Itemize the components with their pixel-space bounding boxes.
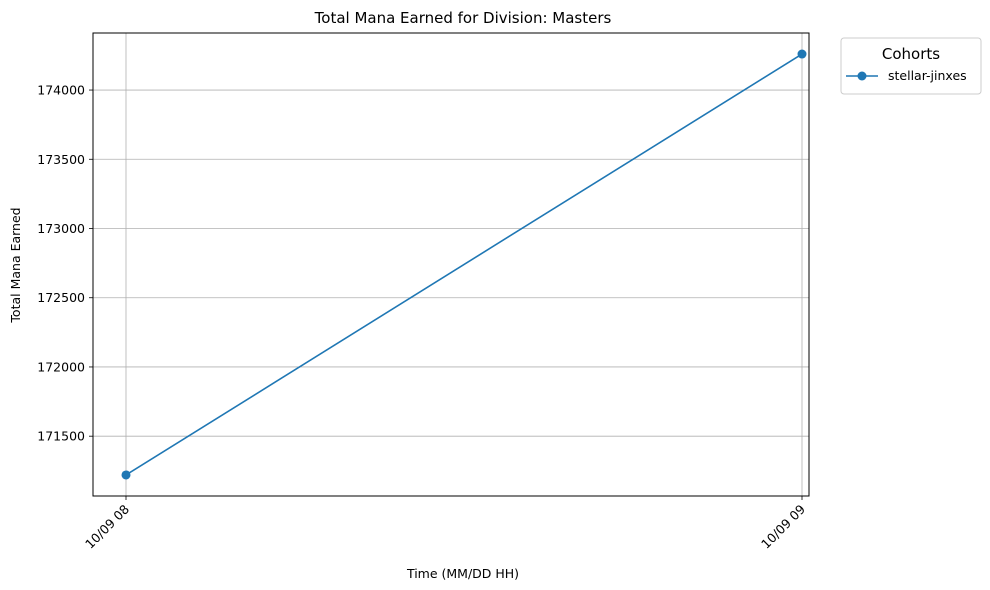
legend-box (840, 37, 982, 95)
chart-title: Total Mana Earned for Division: Masters (314, 9, 612, 27)
legend-marker-swatch (857, 71, 867, 81)
data-point (797, 49, 807, 59)
plot-area-frame (92, 32, 810, 497)
y-axis-ticks: 171500 172000 172500 173000 173500 174000 (37, 83, 93, 444)
y-tick-label: 172000 (37, 359, 85, 374)
legend-entry-stellar-jinxes: stellar-jinxes (888, 68, 967, 83)
y-tick-label: 171500 (37, 429, 85, 444)
y-tick-label: 173500 (37, 152, 85, 167)
data-point (121, 470, 131, 480)
series-layer (121, 49, 807, 480)
y-tick-label: 174000 (37, 83, 85, 98)
y-tick-label: 173000 (37, 221, 85, 236)
gridlines (93, 33, 809, 496)
legend: Cohorts stellar-jinxes (840, 37, 982, 95)
legend-title: Cohorts (882, 45, 940, 63)
y-tick-label: 172500 (37, 290, 85, 305)
series-line-stellar-jinxes (125, 53, 803, 476)
x-axis-label: Time (MM/DD HH) (406, 566, 519, 581)
y-axis-label: Total Mana Earned (8, 207, 23, 323)
